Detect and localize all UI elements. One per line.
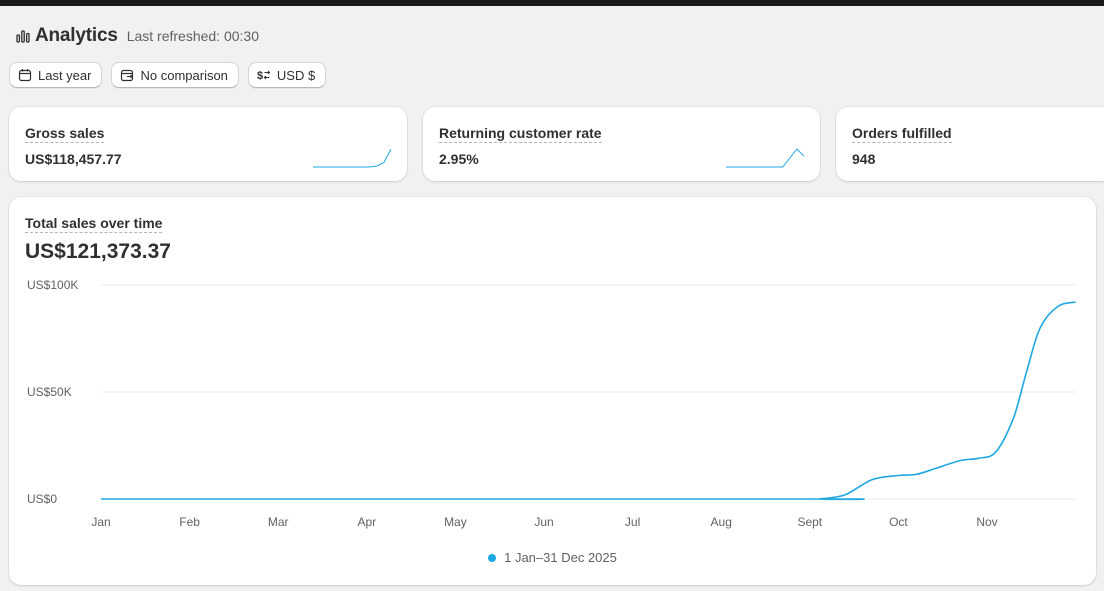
svg-text:$: $: [257, 70, 263, 82]
chart-title[interactable]: Total sales over time: [25, 215, 163, 233]
x-tick-label: Oct: [889, 515, 908, 529]
x-tick-label: Mar: [268, 515, 289, 529]
x-tick-label: Nov: [976, 515, 997, 529]
legend-label: 1 Jan–31 Dec 2025: [504, 550, 617, 565]
series-line[interactable]: [101, 301, 1076, 501]
total-sales-card: US$0 US$50K US$100K Jan Feb Mar Apr May Jun Jul Au…: [9, 197, 1096, 585]
total-sales-chart: US$0 US$50K US$100K Jan Feb Mar Apr May Jun Jul Au…: [27, 278, 1076, 529]
x-tick-label: Jul: [625, 515, 640, 529]
chart-legend: 1 Jan–31 Dec 2025: [9, 550, 1096, 565]
x-tick-label: Sept: [797, 515, 822, 529]
page-title: Analytics: [35, 25, 118, 46]
metric-card-orders-fulfilled[interactable]: Orders fulfilled 948: [836, 107, 1104, 181]
metric-card-gross-sales[interactable]: Gross sales US$118,457.77: [9, 107, 407, 181]
currency-button[interactable]: $ USD $: [247, 62, 327, 88]
bar-chart-icon: [16, 29, 30, 43]
sparkline-path: [726, 148, 804, 168]
metric-value: 948: [852, 151, 876, 167]
comparison-label: No comparison: [140, 67, 228, 83]
date-range-label: Last year: [38, 67, 92, 83]
calendar-icon: [18, 69, 32, 82]
comparison-button[interactable]: No comparison: [111, 62, 239, 88]
x-tick-label: Apr: [357, 515, 376, 529]
page-header: Analytics Last refreshed: 00:30: [16, 24, 259, 48]
top-bar: [0, 0, 1104, 6]
last-refreshed-text: Last refreshed: 00:30: [126, 28, 259, 44]
date-range-button[interactable]: Last year: [9, 62, 103, 88]
metric-value: 2.95%: [439, 151, 479, 167]
returning-rate-sparkline: [726, 148, 804, 168]
calendar-compare-icon: [121, 69, 134, 82]
y-tick-label: US$100K: [27, 278, 78, 292]
metric-label: Gross sales: [25, 125, 105, 143]
currency-label: USD $: [276, 67, 316, 83]
x-tick-label: May: [444, 515, 467, 529]
x-tick-label: Aug: [711, 515, 732, 529]
legend-dot: [488, 554, 497, 562]
metric-card-returning-customer-rate[interactable]: Returning customer rate 2.95%: [423, 107, 820, 181]
metric-label: Orders fulfilled: [852, 125, 952, 143]
filter-bar: Last year No comparison $ USD $: [9, 62, 327, 88]
y-tick-label: US$0: [27, 492, 57, 506]
metric-value: US$118,457.77: [25, 151, 122, 167]
total-sales-value: US$121,373.37: [25, 240, 171, 263]
metric-label: Returning customer rate: [439, 125, 602, 143]
x-tick-label: Feb: [179, 515, 200, 529]
sparkline-path: [313, 148, 391, 168]
x-tick-label: Jun: [534, 515, 553, 529]
gross-sales-sparkline: [313, 148, 391, 168]
x-tick-label: Jan: [91, 515, 110, 529]
currency-exchange-icon: $: [257, 70, 271, 82]
y-tick-label: US$50K: [27, 385, 72, 399]
